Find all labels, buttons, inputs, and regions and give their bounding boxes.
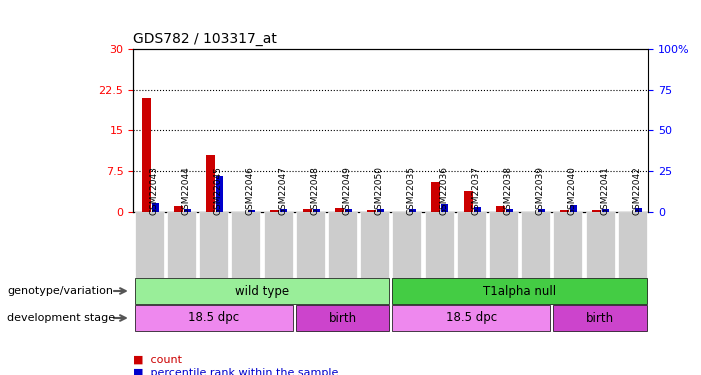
Text: GSM22050: GSM22050	[375, 166, 383, 215]
Bar	[560, 210, 569, 212]
Bar	[142, 98, 151, 212]
Bar	[602, 209, 609, 212]
Bar	[570, 204, 577, 212]
Text: GSM22049: GSM22049	[343, 166, 351, 215]
Bar	[264, 212, 292, 278]
Bar	[442, 204, 449, 212]
Bar	[360, 212, 389, 278]
Bar	[634, 208, 641, 212]
Bar	[206, 155, 215, 212]
Bar	[296, 212, 325, 278]
Bar	[489, 212, 518, 278]
Bar	[167, 212, 196, 278]
Text: wild type: wild type	[235, 285, 289, 297]
Text: 18.5 dpc: 18.5 dpc	[446, 312, 497, 324]
Text: GSM22048: GSM22048	[311, 166, 319, 215]
Bar	[522, 212, 550, 278]
Text: GSM22046: GSM22046	[246, 166, 255, 215]
Bar	[328, 212, 357, 278]
Text: GSM22039: GSM22039	[536, 166, 545, 215]
Bar	[496, 206, 505, 212]
Text: GSM22038: GSM22038	[503, 166, 512, 215]
Text: 18.5 dpc: 18.5 dpc	[188, 312, 239, 324]
Text: birth: birth	[586, 312, 614, 324]
Text: GSM22041: GSM22041	[600, 166, 609, 215]
Bar	[393, 212, 421, 278]
Bar	[431, 182, 440, 212]
Bar	[216, 176, 223, 212]
Bar	[474, 207, 481, 212]
Text: birth: birth	[329, 312, 357, 324]
Bar	[248, 210, 255, 212]
Text: GSM22043: GSM22043	[149, 166, 158, 215]
Bar	[457, 212, 486, 278]
Bar	[505, 209, 513, 212]
Text: GSM22040: GSM22040	[568, 166, 577, 215]
Text: GSM22035: GSM22035	[407, 166, 416, 215]
Bar	[280, 209, 287, 212]
Text: GDS782 / 103317_at: GDS782 / 103317_at	[133, 32, 277, 46]
Text: GSM22036: GSM22036	[439, 166, 448, 215]
Bar	[345, 209, 352, 212]
Bar	[409, 209, 416, 212]
Text: GSM22045: GSM22045	[214, 166, 223, 215]
Text: ■  count: ■ count	[133, 355, 182, 364]
Text: GSM22044: GSM22044	[182, 166, 191, 215]
Bar	[393, 278, 647, 304]
Bar	[618, 212, 647, 278]
Bar	[296, 305, 389, 331]
Bar	[135, 305, 292, 331]
Bar	[174, 206, 183, 212]
Text: T1alpha null: T1alpha null	[483, 285, 556, 297]
Text: genotype/variation: genotype/variation	[7, 286, 113, 296]
Bar	[313, 209, 320, 212]
Bar	[393, 305, 550, 331]
Bar	[335, 208, 343, 212]
Bar	[135, 278, 389, 304]
Bar	[231, 212, 260, 278]
Bar	[303, 209, 311, 212]
Bar	[377, 209, 384, 212]
Text: development stage: development stage	[7, 313, 115, 323]
Bar	[585, 212, 615, 278]
Bar	[184, 209, 191, 212]
Bar	[538, 209, 545, 212]
Bar	[553, 212, 583, 278]
Bar	[463, 191, 472, 212]
Text: GSM22042: GSM22042	[632, 166, 641, 215]
Bar	[553, 305, 647, 331]
Bar	[592, 210, 601, 212]
Text: GSM22037: GSM22037	[471, 166, 480, 215]
Text: GSM22047: GSM22047	[278, 166, 287, 215]
Text: ■  percentile rank within the sample: ■ percentile rank within the sample	[133, 368, 339, 375]
Bar	[425, 212, 454, 278]
Bar	[135, 212, 164, 278]
Bar	[151, 203, 158, 212]
Bar	[367, 210, 376, 212]
Bar	[199, 212, 229, 278]
Bar	[271, 210, 280, 212]
